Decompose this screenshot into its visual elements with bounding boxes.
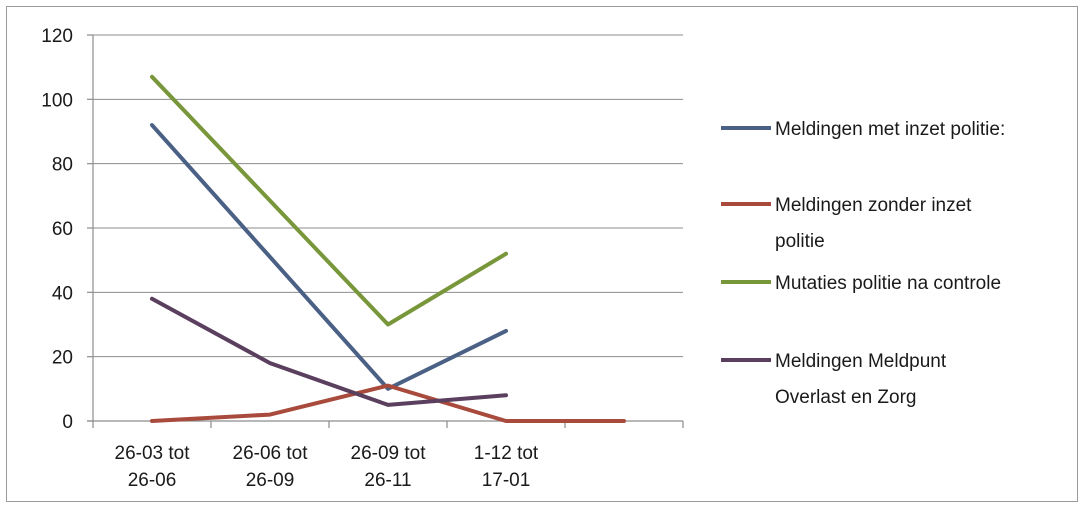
legend-label: Meldingen met inzet politie:: [775, 119, 1005, 140]
legend-label: Meldingen zonder inzet: [775, 195, 972, 216]
series-line-3: [150, 296, 508, 407]
x-axis-tick-labels: 26-03 tot 26-06 26-06 tot 26-09 26-09 tot 26-…: [115, 443, 539, 491]
legend-label: Overlast en Zorg: [775, 387, 917, 408]
y-tick-label: 120: [41, 26, 73, 47]
series-lines: [150, 74, 626, 423]
x-tick-label: 17-01: [482, 470, 531, 491]
x-tick-label: 1-12 tot: [474, 443, 539, 464]
chart-frame: 0 20 40 60 80 100 120 26-03 tot 26-06 26-06 tot 2…: [6, 6, 1078, 502]
legend: Meldingen met inzet politie: Meldingen zo…: [721, 119, 1005, 408]
y-tick-label: 80: [52, 155, 73, 176]
gridlines: [93, 34, 683, 358]
y-tick-label: 0: [62, 412, 73, 433]
axes: [87, 34, 684, 428]
series-line-0: [150, 123, 508, 391]
x-tick-label: 26-11: [364, 470, 411, 491]
x-tick-label: 26-06: [128, 470, 177, 491]
y-tick-label: 20: [52, 348, 73, 369]
y-tick-label: 40: [52, 283, 73, 304]
series-line-2: [150, 74, 508, 327]
legend-label: politie: [775, 231, 825, 252]
x-tick-label: 26-09 tot: [351, 443, 427, 464]
legend-label: Meldingen Meldpunt: [775, 351, 947, 372]
legend-label: Mutaties politie na controle: [775, 273, 1001, 294]
x-tick-label: 26-03 tot: [115, 443, 191, 464]
y-tick-label: 100: [41, 90, 73, 111]
x-tick-label: 26-09: [246, 470, 295, 491]
y-axis-tick-labels: 0 20 40 60 80 100 120: [41, 26, 73, 433]
x-tick-label: 26-06 tot: [233, 443, 309, 464]
series-line-1: [150, 383, 626, 423]
y-tick-label: 60: [52, 219, 73, 240]
